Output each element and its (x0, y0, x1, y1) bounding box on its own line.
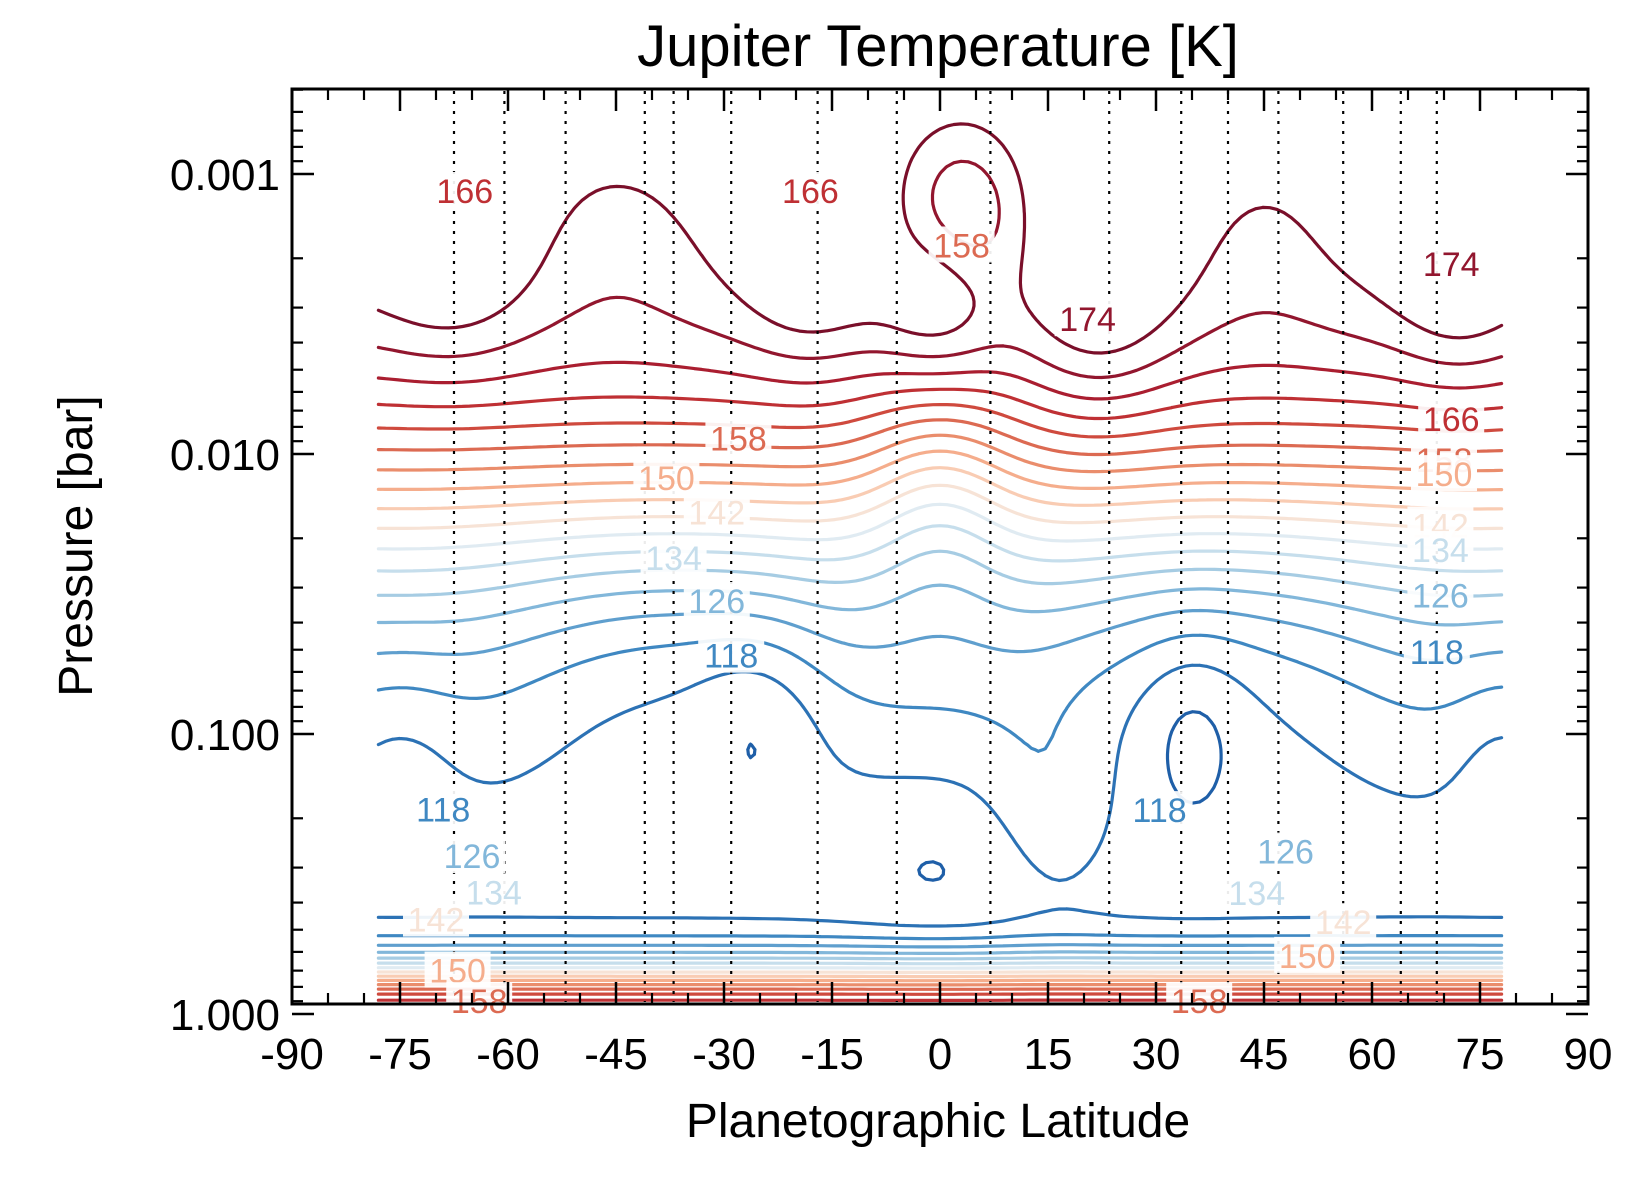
contour-label-gap (683, 493, 750, 530)
x-tick-label: 75 (1456, 1030, 1505, 1079)
contour-label: 142 (688, 495, 745, 533)
x-tick-label: 60 (1348, 1030, 1397, 1079)
x-tick-label: -15 (800, 1030, 864, 1079)
x-axis-ticks: -90 -75 -60 -45 -30 -15 0 15 30 45 60 75 90 (260, 89, 1612, 1079)
contour-label-gap (640, 538, 707, 575)
contour-labels: 1661661581741741661581501421341261181581… (403, 171, 1485, 1021)
x-tick-label: 90 (1564, 1030, 1613, 1079)
contour-label: 150 (1416, 456, 1473, 494)
contour-label: 126 (1412, 577, 1469, 615)
contour-label: 158 (451, 983, 508, 1021)
contour-label: 126 (688, 583, 745, 621)
y-axis-label: Pressure [bar] (50, 395, 103, 696)
contour-label: 166 (1423, 401, 1480, 439)
x-tick-label: 45 (1240, 1030, 1289, 1079)
contour-label-gap (1252, 832, 1319, 869)
contour-label-gap (1126, 791, 1193, 828)
contour-label: 126 (1257, 834, 1314, 872)
contour-label: 158 (1171, 983, 1228, 1021)
contour-label-gap (683, 582, 750, 619)
contour-label-gap (698, 636, 765, 673)
contour-label-gap (1310, 903, 1377, 940)
x-tick-label: -30 (692, 1030, 756, 1079)
contour-label-gap (1418, 245, 1485, 282)
contour-label-gap (1223, 874, 1290, 911)
contour-line-150 (376, 449, 1504, 983)
y-tick-label: 1.000 (170, 991, 280, 1040)
contour-line-170 (376, 360, 1504, 401)
chart-title: Jupiter Temperature [K] (637, 14, 1239, 79)
contour-label-gap (460, 873, 527, 910)
contour-label-gap (1166, 982, 1233, 1019)
dotted-latitude-lines (452, 91, 1438, 1002)
x-tick-label: 15 (1024, 1030, 1073, 1079)
contour-label: 158 (710, 420, 767, 458)
contour-label: 134 (1412, 532, 1469, 570)
contour-label: 166 (782, 173, 839, 211)
contour-label-gap (1418, 400, 1485, 437)
contour-label: 118 (704, 638, 758, 676)
contour-label-gap (1407, 530, 1474, 567)
contour-label-gap (777, 171, 844, 208)
contour-label: 174 (1059, 301, 1116, 339)
contour-label: 142 (408, 902, 465, 940)
contour-label-gap (410, 790, 477, 827)
x-tick-label: -90 (260, 1030, 324, 1079)
contour-label: 118 (1132, 792, 1186, 830)
contour-label: 134 (1228, 875, 1285, 913)
contour-label-gap (424, 951, 491, 988)
y-tick-label: 0.100 (170, 711, 280, 760)
contour-label: 118 (416, 791, 470, 829)
contour-label-gap (1403, 633, 1470, 670)
x-tick-label: 0 (928, 1030, 952, 1079)
x-tick-label: -60 (476, 1030, 540, 1079)
contour-label: 158 (933, 227, 990, 265)
contour-label-gap (431, 171, 498, 208)
contour-label: 134 (645, 540, 702, 578)
contour-label: 118 (1410, 634, 1464, 672)
contour-label-gap (446, 982, 513, 1019)
contour-label: 142 (1315, 904, 1372, 942)
contour-label-gap (439, 837, 505, 874)
contour-label-gap (1274, 936, 1341, 973)
contour-label: 166 (436, 173, 493, 211)
contour-label: 134 (465, 874, 522, 912)
x-axis-label: Planetographic Latitude (686, 1095, 1190, 1148)
contour-label-gap (1054, 300, 1121, 337)
contour-label: 150 (1279, 938, 1336, 976)
y-tick-label: 0.010 (170, 431, 280, 480)
y-axis-ticks: 0.001 0.010 0.100 1.000 (170, 88, 1588, 1040)
y-tick-label: 0.001 (170, 151, 280, 200)
contour-label: 126 (444, 838, 501, 876)
contour-label-gap (403, 900, 469, 937)
x-tick-label: -75 (368, 1030, 432, 1079)
contour-label-gap (928, 226, 995, 263)
contour-label-gap (633, 459, 700, 496)
contour-label: 150 (638, 460, 695, 498)
x-tick-label: -45 (584, 1030, 648, 1079)
contour-line-130 (376, 549, 1504, 961)
contour-line-138 (376, 502, 1504, 970)
contour-label-gap (705, 419, 772, 456)
contour-line-114 (376, 663, 1504, 928)
contour-line-174 (376, 159, 1504, 380)
contour-label-gap (1411, 455, 1477, 492)
contour-label-gap (1407, 576, 1474, 613)
contour-label: 174 (1423, 246, 1480, 284)
contour-line-126 (376, 583, 1504, 955)
x-tick-label: 30 (1132, 1030, 1181, 1079)
